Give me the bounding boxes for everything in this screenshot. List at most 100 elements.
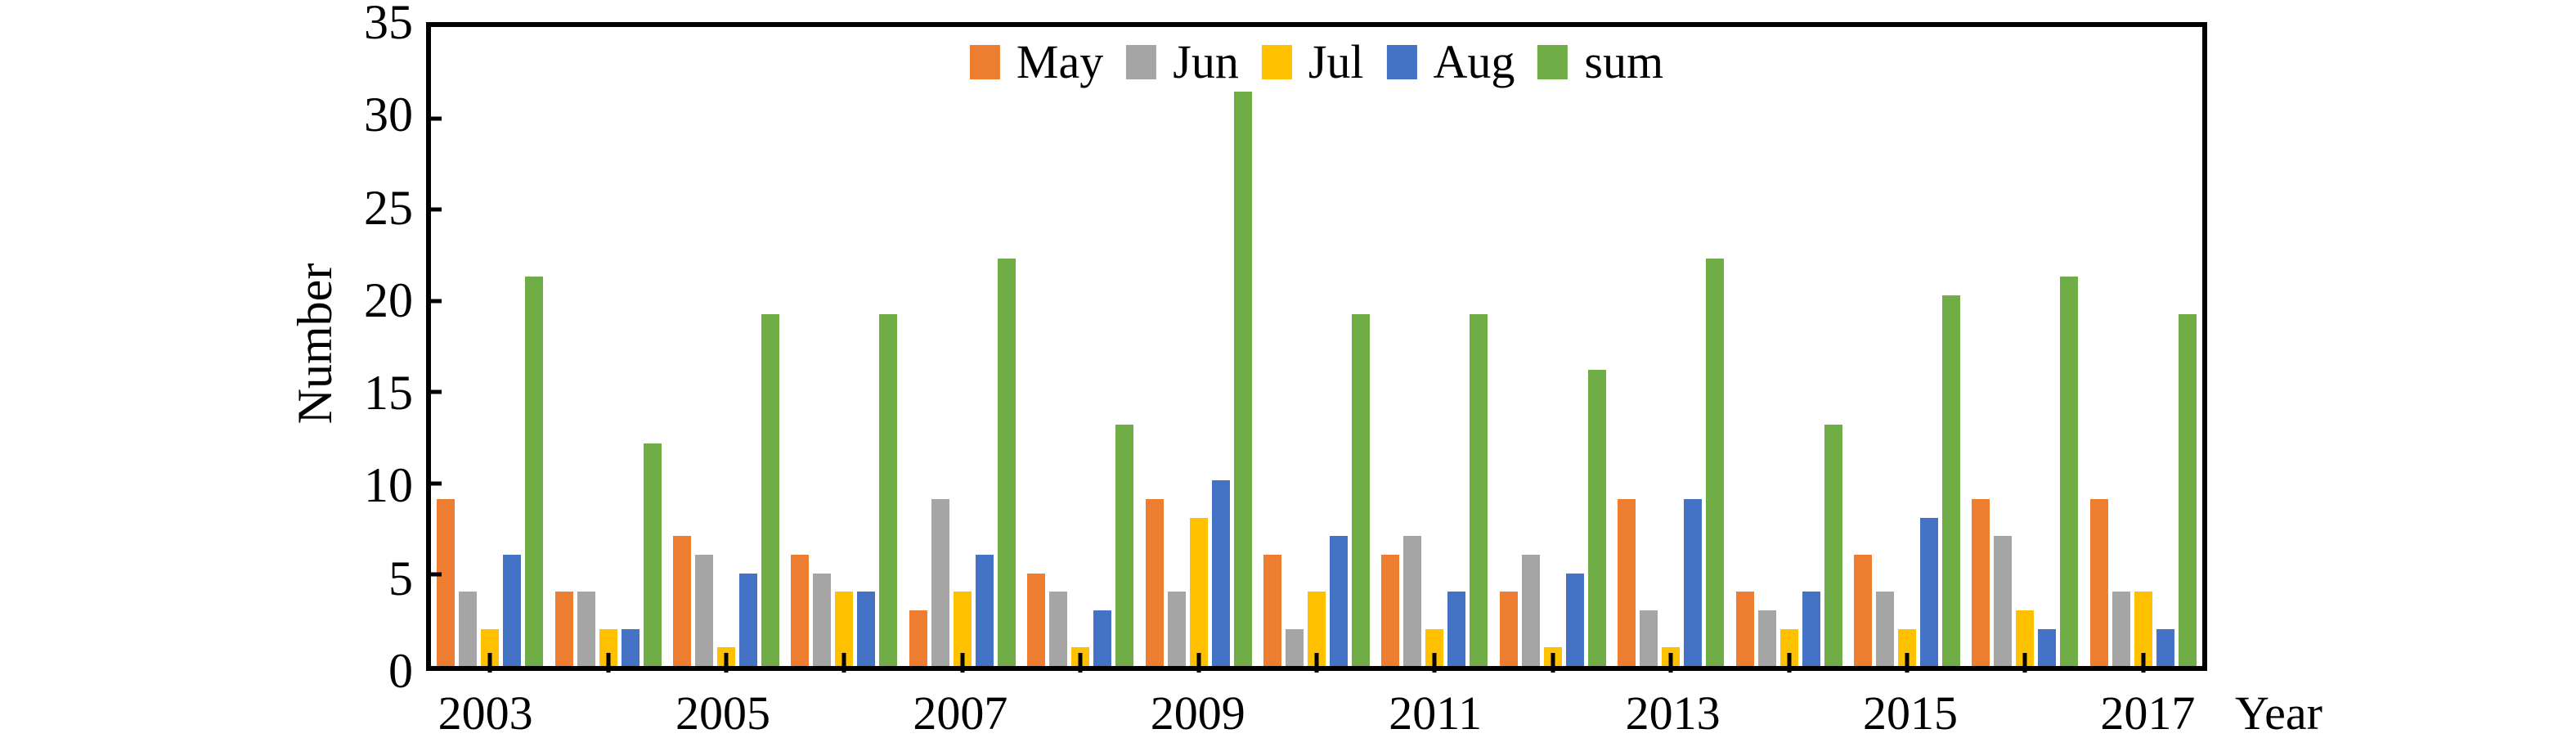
y-tick-label-5: 5 bbox=[388, 551, 413, 605]
bar-2006-jul bbox=[835, 592, 854, 666]
bar-2003-sum bbox=[525, 277, 544, 666]
bar-2003-aug bbox=[503, 555, 522, 666]
bar-2013-sum bbox=[1706, 258, 1725, 666]
x-axis-tick bbox=[487, 653, 492, 673]
y-tick-label-15: 15 bbox=[364, 366, 413, 421]
bar-2005-may bbox=[673, 536, 692, 666]
bar-2012-sum bbox=[1587, 369, 1606, 666]
y-tick-label-10: 10 bbox=[364, 458, 413, 513]
bar-2006-aug bbox=[857, 592, 876, 666]
bar-2007-sum bbox=[997, 258, 1016, 666]
bar-2014-aug bbox=[1802, 592, 1820, 666]
x-axis-tick bbox=[1905, 653, 1910, 673]
x-axis-tick bbox=[1078, 653, 1083, 673]
bar-2010-sum bbox=[1352, 313, 1371, 666]
bar-2008-sum bbox=[1115, 425, 1134, 666]
x-axis-tick bbox=[1196, 653, 1201, 673]
bar-2007-may bbox=[909, 610, 927, 666]
y-axis-tick bbox=[431, 572, 442, 577]
x-tick-label-2003: 2003 bbox=[438, 686, 533, 740]
bar-2014-jun bbox=[1757, 610, 1776, 666]
x-axis-tick bbox=[1551, 653, 1555, 673]
bar-2015-sum bbox=[1942, 295, 1961, 666]
y-tick-label-35: 35 bbox=[364, 0, 413, 49]
x-tick-label-2005: 2005 bbox=[675, 686, 770, 740]
bar-2003-jun bbox=[459, 592, 478, 666]
bar-2017-may bbox=[2089, 499, 2108, 666]
bar-group-2011 bbox=[1376, 27, 1493, 666]
bar-group-2003 bbox=[431, 27, 549, 666]
bar-2005-jun bbox=[695, 555, 714, 666]
legend-item-sum: sum bbox=[1537, 38, 1663, 86]
bar-2007-jun bbox=[931, 499, 949, 666]
bar-2003-may bbox=[437, 499, 456, 666]
bar-2011-aug bbox=[1447, 592, 1466, 666]
bar-2005-aug bbox=[739, 573, 758, 666]
bar-2009-sum bbox=[1233, 91, 1252, 666]
x-axis-tick bbox=[1314, 653, 1319, 673]
bar-2010-may bbox=[1263, 555, 1282, 666]
plot-area: May Jun Jul Aug sum bbox=[426, 22, 2207, 673]
bar-2004-jul bbox=[599, 628, 617, 666]
bar-2003-jul bbox=[481, 628, 500, 666]
x-axis-tick bbox=[841, 653, 846, 673]
bar-2012-aug bbox=[1565, 573, 1584, 666]
bar-group-2015 bbox=[1848, 27, 1966, 666]
bar-2017-aug bbox=[2156, 628, 2174, 666]
legend-label: sum bbox=[1584, 35, 1664, 88]
legend-swatch-icon bbox=[1386, 45, 1417, 79]
bar-2016-may bbox=[1972, 499, 1990, 666]
bar-2015-jul bbox=[1898, 628, 1917, 666]
bar-2008-may bbox=[1027, 573, 1046, 666]
legend-label: Aug bbox=[1433, 35, 1515, 88]
legend-label: Jun bbox=[1173, 35, 1239, 88]
bar-2010-jul bbox=[1308, 592, 1326, 666]
bar-2017-jul bbox=[2134, 592, 2152, 666]
bar-2011-jun bbox=[1403, 536, 1422, 666]
bar-2014-jul bbox=[1779, 628, 1798, 666]
bar-2009-jun bbox=[1167, 592, 1186, 666]
bar-2013-aug bbox=[1684, 499, 1703, 666]
y-axis-tick bbox=[431, 299, 442, 304]
bar-2009-may bbox=[1145, 499, 1164, 666]
bar-2017-sum bbox=[2178, 313, 2197, 666]
bar-2016-jun bbox=[1994, 536, 2013, 666]
bar-2007-jul bbox=[953, 592, 972, 666]
legend-item-jul: Jul bbox=[1261, 38, 1364, 86]
bar-group-2013 bbox=[1612, 27, 1730, 666]
x-axis-tick bbox=[1668, 653, 1673, 673]
x-tick-label-2015: 2015 bbox=[1863, 686, 1958, 740]
x-axis-tick bbox=[960, 653, 965, 673]
bar-2006-sum bbox=[879, 313, 898, 666]
bar-2004-aug bbox=[621, 628, 640, 666]
x-axis-tick bbox=[606, 653, 611, 673]
legend-swatch-icon bbox=[969, 45, 1000, 79]
bar-group-2014 bbox=[1730, 27, 1847, 666]
legend-item-aug: Aug bbox=[1386, 35, 1515, 88]
bar-2006-jun bbox=[813, 573, 832, 666]
x-axis-tick bbox=[724, 653, 729, 673]
bar-2008-jun bbox=[1049, 592, 1068, 666]
bar-2009-aug bbox=[1211, 480, 1230, 666]
x-axis-tick bbox=[1432, 653, 1437, 673]
bar-2004-jun bbox=[577, 592, 595, 666]
x-tick-label-2011: 2011 bbox=[1389, 686, 1483, 740]
x-axis-tick bbox=[1787, 653, 1792, 673]
bar-2016-sum bbox=[2060, 277, 2079, 666]
bar-2011-sum bbox=[1470, 313, 1488, 666]
legend-swatch-icon bbox=[1537, 45, 1568, 79]
bar-group-2005 bbox=[667, 27, 785, 666]
bar-2011-may bbox=[1381, 555, 1400, 666]
x-tick-label-2009: 2009 bbox=[1150, 686, 1245, 740]
bar-group-2004 bbox=[549, 27, 666, 666]
bar-2004-may bbox=[554, 592, 573, 666]
x-axis-title: Year bbox=[2235, 686, 2322, 740]
bar-2010-aug bbox=[1330, 536, 1349, 666]
y-tick-label-0: 0 bbox=[388, 644, 413, 698]
legend-swatch-icon bbox=[1126, 45, 1157, 79]
bar-2014-sum bbox=[1824, 425, 1842, 666]
legend-label: May bbox=[1016, 35, 1104, 88]
y-axis-tick bbox=[431, 207, 442, 212]
bar-2006-may bbox=[791, 555, 810, 666]
